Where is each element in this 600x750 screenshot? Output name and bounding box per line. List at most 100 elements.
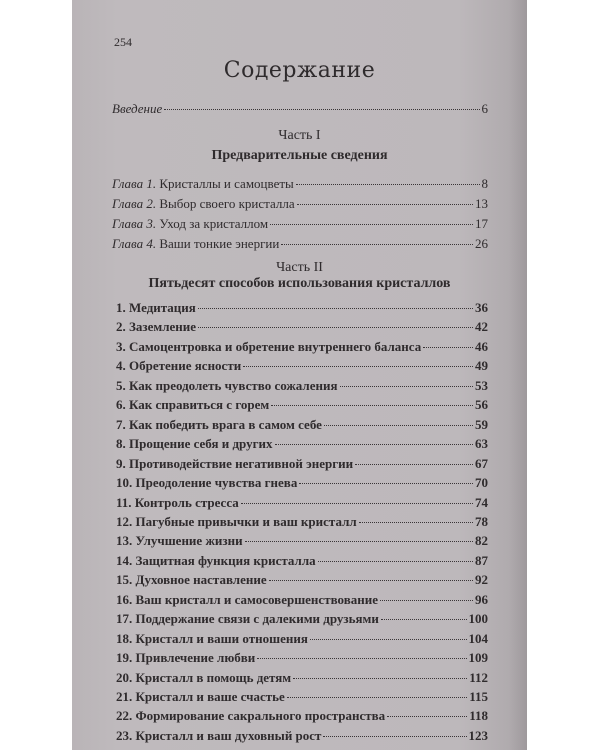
chapter-title: Уход за кристаллом bbox=[159, 216, 269, 231]
part1-title: Предварительные сведения bbox=[211, 148, 388, 163]
toc-label: 14. Защитная функция кристалла bbox=[116, 552, 316, 568]
toc-label: 6. Как справиться с горем bbox=[116, 397, 270, 413]
chapter-prefix: Глава 4. bbox=[112, 236, 157, 251]
toc-entry-item: 22. Формирование сакрального пространств… bbox=[116, 707, 488, 725]
toc-page: 26 bbox=[475, 236, 488, 251]
toc-page: 78 bbox=[475, 513, 488, 529]
toc-label: Глава 1. Кристаллы и самоцветы bbox=[112, 175, 294, 193]
dot-leader bbox=[197, 308, 473, 309]
part2-title: Пятьдесят способов использования кристал… bbox=[148, 276, 451, 291]
toc-entry-item: 7. Как победить врага в самом себе 59 bbox=[116, 416, 488, 434]
chapter-prefix: Глава 3. bbox=[112, 216, 157, 231]
toc-label: 22. Формирование сакрального пространств… bbox=[116, 708, 386, 724]
toc-label: 16. Ваш кристалл и самосовершенствование bbox=[116, 591, 378, 607]
toc-label: 2. Заземление bbox=[116, 319, 197, 335]
toc-page: 96 bbox=[475, 591, 488, 607]
page-number: 254 bbox=[114, 35, 132, 49]
toc-label: 12. Пагубные привычки и ваш кристалл bbox=[116, 513, 357, 529]
toc-entry-item: 12. Пагубные привычки и ваш кристалл 78 bbox=[116, 513, 488, 531]
toc-entry-item: 15. Духовное наставление 92 bbox=[116, 571, 488, 589]
toc-label: Глава 4. Ваши тонкие энергии bbox=[112, 235, 279, 253]
toc-page: 123 bbox=[468, 727, 489, 743]
toc-page: 6 bbox=[481, 101, 489, 116]
toc-entry-item: 5. Как преодолеть чувство сожаления 53 bbox=[116, 377, 488, 395]
toc-label: 4. Обретение ясности bbox=[116, 358, 242, 374]
part2-label: Часть II bbox=[276, 260, 323, 275]
toc-entry-chapter: Глава 3. Уход за кристаллом 17 bbox=[112, 215, 488, 233]
toc-label: 19. Привлечение любви bbox=[116, 650, 256, 666]
part1-label: Часть I bbox=[278, 128, 321, 143]
toc-entry-item: 13. Улучшение жизни 82 bbox=[116, 532, 488, 550]
toc-entry-item: 10. Преодоление чувства гнева 70 bbox=[116, 474, 488, 492]
toc-page: 56 bbox=[475, 397, 488, 413]
chapter-title: Выбор своего кристалла bbox=[159, 196, 295, 211]
dot-leader bbox=[164, 109, 480, 110]
toc-label: 15. Духовное наставление bbox=[116, 572, 267, 588]
page-title: Содержание bbox=[223, 58, 376, 83]
toc-page: 115 bbox=[469, 689, 488, 704]
toc-label: 20. Кристалл в помощь детям bbox=[116, 669, 292, 685]
dot-leader bbox=[270, 224, 473, 225]
toc-entry-item: 23. Кристалл и ваш духовный рост 123 bbox=[116, 727, 488, 745]
toc-page: 59 bbox=[475, 416, 488, 432]
toc-page: 67 bbox=[475, 455, 488, 471]
toc-entry-item: 4. Обретение ясности 49 bbox=[116, 357, 488, 375]
toc-label: 23. Кристалл и ваш духовный рост bbox=[116, 727, 322, 743]
dot-leader bbox=[257, 658, 467, 660]
toc-page: 49 bbox=[475, 358, 488, 374]
toc-entry-item: 9. Противодействие негативной энергии 67 bbox=[116, 455, 488, 473]
toc-page: 36 bbox=[475, 300, 488, 315]
dot-leader bbox=[379, 599, 473, 601]
toc-label: 3. Самоцентровка и обретение внутреннего… bbox=[116, 338, 422, 354]
toc-label: 11. Контроль стресса bbox=[116, 494, 239, 510]
dot-leader bbox=[323, 735, 467, 737]
toc-page: 112 bbox=[469, 669, 488, 685]
book-page: 254 Содержание Введение 6 Часть I Предва… bbox=[72, 0, 527, 750]
toc-entry-intro: Введение 6 bbox=[112, 100, 488, 118]
dot-leader bbox=[274, 444, 473, 446]
dot-leader bbox=[286, 697, 468, 698]
dot-leader bbox=[423, 346, 473, 348]
toc-entry-item: 20. Кристалл в помощь детям 112 bbox=[116, 669, 488, 687]
toc-page: 74 bbox=[475, 494, 488, 510]
toc-entry-item: 16. Ваш кристалл и самосовершенствование… bbox=[116, 591, 488, 609]
toc-page: 104 bbox=[468, 630, 489, 646]
dot-leader bbox=[243, 366, 473, 368]
dot-leader bbox=[244, 541, 473, 543]
toc-page: 63 bbox=[475, 436, 488, 452]
dot-leader bbox=[299, 483, 473, 485]
toc-label: Введение bbox=[112, 101, 163, 116]
toc-page: 42 bbox=[475, 319, 488, 335]
toc-page: 46 bbox=[475, 338, 488, 354]
toc-label: 9. Противодействие негативной энергии bbox=[116, 455, 354, 471]
dot-leader bbox=[323, 424, 473, 426]
toc-entry-item: 3. Самоцентровка и обретение внутреннего… bbox=[116, 338, 488, 356]
toc-entry-item: 8. Прощение себя и других 63 bbox=[116, 435, 488, 453]
chapter-title: Ваши тонкие энергии bbox=[159, 236, 280, 251]
toc-page: 92 bbox=[475, 572, 488, 588]
dot-leader bbox=[339, 385, 473, 387]
dot-leader bbox=[309, 638, 467, 640]
toc-label: 5. Как преодолеть чувство сожаления bbox=[116, 377, 338, 393]
toc-entry-item: 2. Заземление 42 bbox=[116, 318, 488, 336]
dot-leader bbox=[240, 502, 473, 504]
chapter-title: Кристаллы и самоцветы bbox=[159, 176, 294, 191]
toc-entry-item: 17. Поддержание связи с далекими друзьям… bbox=[116, 610, 488, 628]
toc-entry-chapter: Глава 4. Ваши тонкие энергии 26 bbox=[112, 235, 488, 253]
chapter-prefix: Глава 2. bbox=[112, 196, 157, 211]
dot-leader bbox=[198, 327, 473, 329]
dot-leader bbox=[317, 560, 473, 562]
toc-entry-chapter: Глава 2. Выбор своего кристалла 13 bbox=[112, 195, 488, 213]
dot-leader bbox=[296, 204, 473, 205]
dot-leader bbox=[281, 244, 473, 245]
toc-page: 8 bbox=[481, 176, 489, 191]
toc-label: 7. Как победить врага в самом себе bbox=[116, 416, 322, 432]
dot-leader bbox=[293, 677, 468, 679]
dot-leader bbox=[355, 463, 473, 465]
toc-label: 8. Прощение себя и других bbox=[116, 436, 273, 452]
toc-entry-item: 14. Защитная функция кристалла 87 bbox=[116, 552, 488, 570]
toc-page: 17 bbox=[475, 216, 488, 231]
toc-label: 1. Медитация bbox=[116, 300, 196, 315]
toc-page: 13 bbox=[475, 196, 488, 211]
toc-entry-item: 18. Кристалл и ваши отношения 104 bbox=[116, 630, 488, 648]
